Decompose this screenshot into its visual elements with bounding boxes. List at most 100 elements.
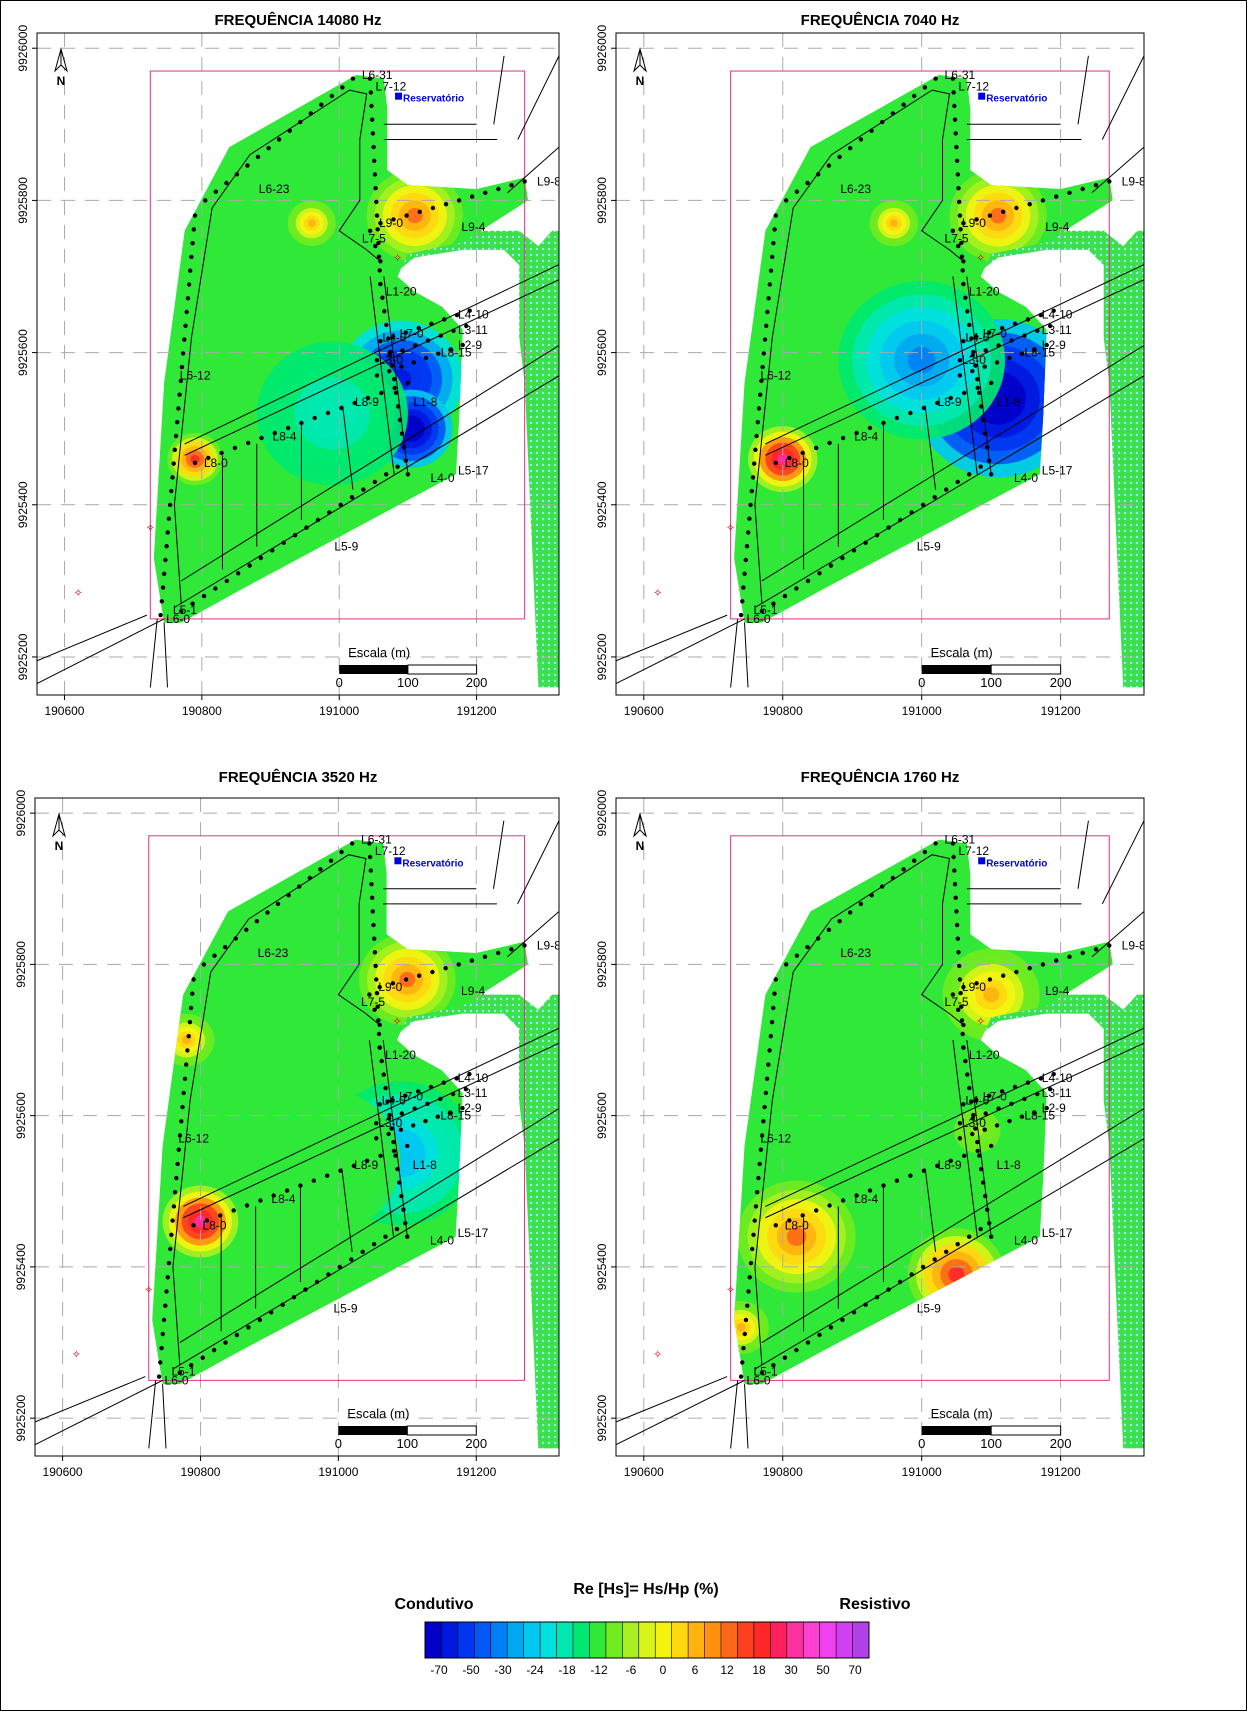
survey-station: [158, 612, 163, 618]
colorbar-swatch: [638, 1622, 656, 1658]
survey-station: [908, 1173, 913, 1178]
survey-station: [179, 1119, 184, 1124]
scale-bar-tick: 100: [396, 1436, 418, 1451]
survey-station: [948, 1158, 953, 1164]
station-label: L4-10: [1042, 1071, 1073, 1085]
road-line: [37, 614, 148, 662]
survey-station: [758, 392, 763, 397]
station-label: L7-0: [400, 327, 424, 341]
x-tick-label: 190800: [180, 1465, 220, 1479]
road-line: [754, 1138, 1144, 1370]
survey-station: [211, 1347, 217, 1353]
survey-station: [184, 309, 189, 315]
survey-station: [761, 351, 766, 356]
station-label: L8-9: [355, 395, 379, 409]
panel-frame: [34, 797, 560, 1457]
survey-station: [233, 936, 238, 941]
survey-station: [232, 445, 238, 451]
survey-station: [177, 1133, 183, 1138]
survey-station: [999, 325, 1005, 331]
station-label: L9-0: [962, 980, 986, 994]
scale-bar-title: Escala (m): [931, 1406, 993, 1421]
survey-station: [886, 525, 891, 530]
survey-station: [411, 360, 416, 365]
survey-station: [805, 1340, 811, 1345]
survey-station: [188, 1005, 194, 1011]
survey-station: [386, 1131, 391, 1137]
colorbar-swatch: [490, 1622, 508, 1658]
survey-station: [960, 268, 965, 273]
colorbar-swatch: [605, 1622, 623, 1658]
colorbar-tick-label: 30: [784, 1663, 798, 1677]
survey-station: [978, 464, 983, 469]
survey-station: [974, 334, 979, 339]
survey-station: [978, 1226, 983, 1232]
road-line: [369, 276, 395, 475]
survey-station: [272, 430, 277, 436]
survey-station: [184, 1062, 189, 1067]
survey-station: [371, 922, 376, 928]
station-label: L3-11: [458, 1086, 488, 1100]
scale-bar-white: [407, 664, 478, 675]
survey-station: [186, 282, 192, 287]
survey-station: [952, 117, 958, 122]
survey-station: [189, 254, 194, 260]
survey-station: [339, 405, 344, 411]
survey-station: [1093, 947, 1099, 952]
station-label: L4-0: [1014, 471, 1038, 485]
survey-station: [764, 1076, 770, 1082]
survey-station: [983, 1193, 988, 1199]
survey-station: [297, 884, 302, 889]
survey-station: [307, 875, 312, 881]
panel-frame: [615, 797, 1145, 1457]
colorbar-swatch: [507, 1622, 524, 1658]
survey-station: [814, 445, 819, 451]
station-label: L9-8: [537, 174, 561, 188]
survey-station: [1001, 209, 1006, 214]
survey-station: [213, 586, 218, 591]
survey-station: [192, 213, 198, 218]
survey-station: [1067, 954, 1072, 959]
survey-station: [1093, 183, 1099, 188]
survey-station: [969, 1099, 974, 1104]
road-line: [924, 1168, 937, 1252]
station-label: L5-17: [458, 1226, 489, 1240]
survey-station: [386, 336, 391, 341]
station-label: L8-15: [440, 1109, 471, 1123]
station-label: L6-0: [166, 612, 190, 626]
survey-station: [740, 1360, 745, 1365]
survey-station: [372, 1007, 377, 1012]
panel-title: FREQUÊNCIA 1760 Hz: [801, 768, 960, 786]
station-label: L6-31: [945, 68, 976, 82]
survey-station: [759, 1133, 765, 1138]
survey-station: [854, 430, 859, 436]
survey-station: [957, 373, 963, 378]
survey-station: [922, 85, 928, 90]
survey-station: [753, 447, 758, 452]
colorbar-swatch: [457, 1622, 475, 1658]
survey-station: [287, 128, 292, 133]
scale-bar-tick: 0: [918, 1436, 925, 1451]
x-tick-label: 191200: [1041, 704, 1081, 718]
survey-station: [1040, 962, 1046, 967]
anomaly-contour: [194, 1215, 207, 1228]
survey-station: [246, 440, 251, 446]
survey-station: [454, 1076, 459, 1081]
road-line: [382, 1039, 408, 1237]
survey-station: [766, 1062, 771, 1067]
station-label: L3-11: [458, 323, 488, 337]
survey-station: [952, 868, 957, 873]
survey-station: [176, 1147, 181, 1152]
colorbar-swatch: [704, 1622, 722, 1658]
survey-station: [163, 557, 168, 563]
survey-station: [1107, 943, 1112, 948]
survey-station: [805, 578, 811, 584]
survey-station: [758, 1147, 764, 1152]
station-label: L9-4: [1045, 220, 1069, 234]
survey-station: [767, 282, 772, 287]
survey-station: [387, 1112, 392, 1118]
survey-station: [206, 455, 211, 461]
survey-station: [349, 495, 355, 500]
survey-station: [377, 984, 382, 990]
survey-station: [403, 1221, 408, 1226]
